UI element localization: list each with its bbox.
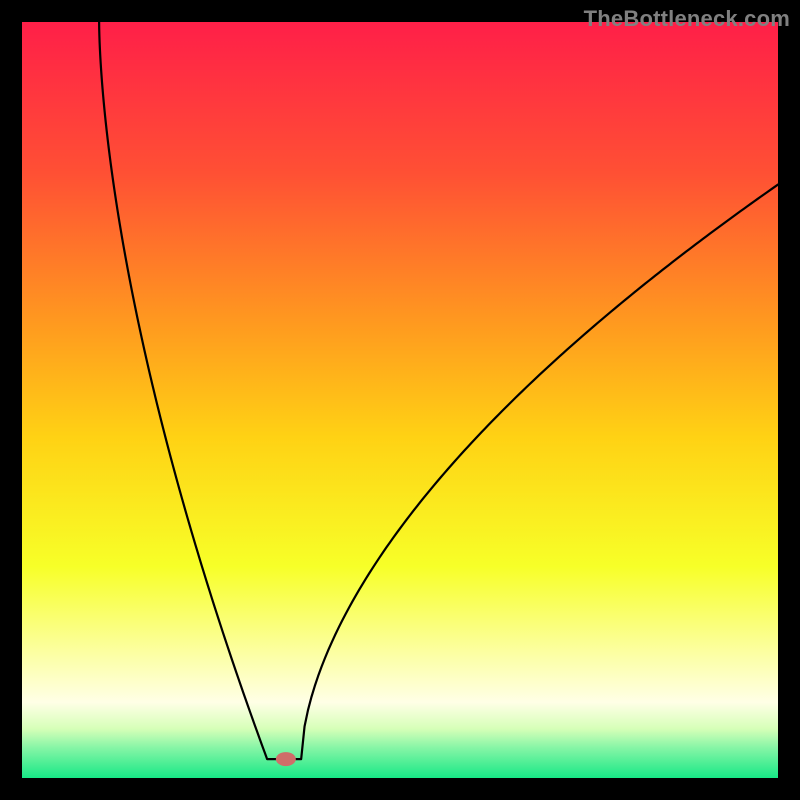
chart-svg: [0, 0, 800, 800]
watermark-text: TheBottleneck.com: [584, 6, 790, 32]
chart-frame: TheBottleneck.com: [0, 0, 800, 800]
minimum-marker: [276, 752, 296, 766]
plot-background: [22, 22, 778, 778]
